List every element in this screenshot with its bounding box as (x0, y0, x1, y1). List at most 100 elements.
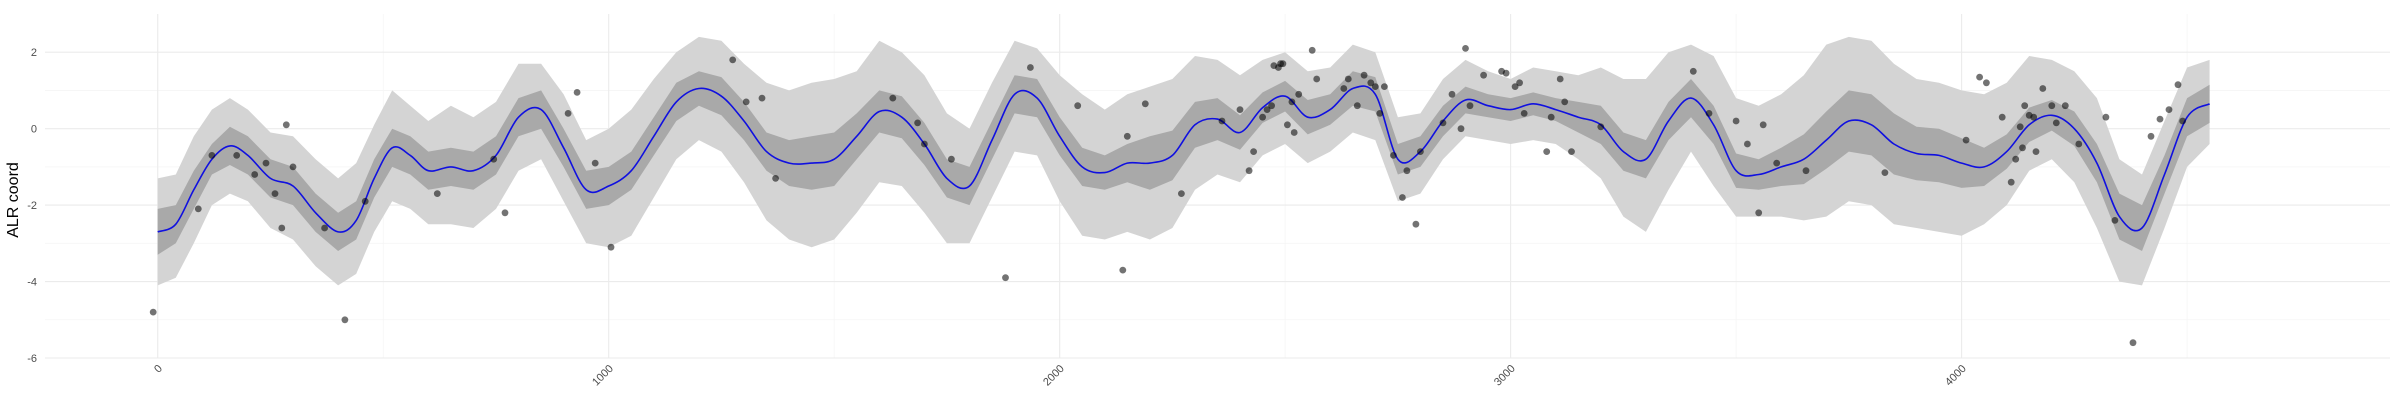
data-point (921, 140, 928, 148)
y-tick-label: 2 (31, 47, 37, 59)
data-point (1597, 123, 1605, 131)
data-point (1245, 167, 1253, 175)
data-point (1412, 220, 1420, 228)
data-point (2102, 113, 2110, 121)
data-point (2179, 117, 2187, 125)
data-point (1250, 148, 1257, 156)
data-point (1141, 100, 1149, 108)
data-point (2156, 115, 2164, 123)
data-point (2111, 217, 2119, 224)
data-point (1689, 67, 1697, 75)
data-point (1218, 117, 1226, 125)
data-point (1074, 102, 1082, 110)
data-point (1236, 106, 1244, 113)
mean-line-path (157, 85, 2211, 233)
inner-band-area (157, 71, 2210, 255)
data-point (282, 121, 290, 129)
data-point (1520, 110, 1528, 117)
data-point (1284, 121, 1291, 129)
data-point (361, 197, 369, 205)
y-tick-label: -2 (27, 200, 37, 212)
data-point (1568, 148, 1575, 156)
y-tick-label: -6 (27, 353, 37, 365)
y-axis-title: ALR coord (5, 162, 22, 238)
data-point (2030, 113, 2038, 121)
data-point (1556, 75, 1564, 83)
data-point (433, 190, 441, 198)
data-point (490, 155, 498, 163)
x-tick-label: 1000 (590, 363, 616, 389)
data-point (1371, 83, 1379, 90)
data-point (2174, 81, 2182, 89)
posterior-mean-line (157, 85, 2211, 233)
data-point (194, 205, 202, 213)
data-point (1308, 46, 1316, 54)
data-point (1802, 167, 1810, 175)
data-point (2048, 102, 2056, 110)
data-point (948, 155, 955, 163)
data-point (591, 159, 599, 167)
data-point (1263, 106, 1271, 113)
data-point (1403, 167, 1411, 175)
data-point (1027, 64, 1034, 71)
data-point (1462, 45, 1469, 52)
data-point (1543, 148, 1551, 156)
data-point (501, 209, 509, 217)
data-point (1773, 159, 1781, 167)
data-point (1547, 113, 1555, 121)
data-point (772, 175, 779, 182)
data-point (1290, 129, 1298, 136)
data-point (251, 171, 259, 178)
data-point (1288, 98, 1296, 106)
data-point (2007, 178, 2015, 186)
data-point (2147, 132, 2155, 140)
data-point (1178, 190, 1185, 198)
data-point (1376, 110, 1384, 117)
data-point (1344, 75, 1352, 83)
data-point (278, 224, 286, 232)
data-point (1744, 140, 1751, 148)
data-point (729, 56, 737, 64)
data-point (1983, 79, 1990, 87)
data-point (2016, 123, 2024, 131)
inner-credible-band (157, 71, 2210, 255)
data-point (1353, 102, 1361, 110)
x-axis-tick-labels: 0 1000 2000 3000 4000 (152, 363, 1969, 389)
data-point (1381, 83, 1388, 90)
data-point (2012, 155, 2020, 163)
data-point (1340, 85, 1348, 92)
data-point (573, 89, 581, 96)
x-tick-label: 2000 (1041, 363, 1067, 389)
data-point (1279, 60, 1287, 68)
data-point (2075, 140, 2083, 148)
y-axis-tick-labels: -6 -4 -2 0 2 (27, 47, 37, 365)
data-point (1360, 71, 1368, 79)
y-tick-label: 0 (31, 124, 37, 136)
data-point (607, 243, 615, 251)
data-point (1259, 113, 1266, 121)
data-point (1759, 121, 1767, 129)
data-point (1511, 83, 1519, 90)
data-point (1268, 102, 1275, 110)
data-point (2019, 144, 2026, 152)
data-point (1295, 90, 1303, 98)
data-point (1119, 266, 1127, 274)
data-point (2032, 148, 2040, 156)
data-point (1962, 136, 1970, 144)
data-point (208, 152, 216, 159)
data-point (1123, 132, 1131, 140)
data-point (742, 98, 750, 106)
data-point (1390, 152, 1397, 159)
data-point (1755, 209, 1763, 217)
data-point (1881, 169, 1889, 177)
data-point (1367, 79, 1375, 87)
data-point (1976, 73, 1983, 81)
data-point (1732, 117, 1740, 125)
data-point (271, 190, 279, 198)
data-point (1705, 110, 1713, 117)
data-point (321, 224, 328, 232)
data-point (262, 159, 270, 167)
data-point (2052, 119, 2060, 127)
data-point (564, 110, 572, 117)
